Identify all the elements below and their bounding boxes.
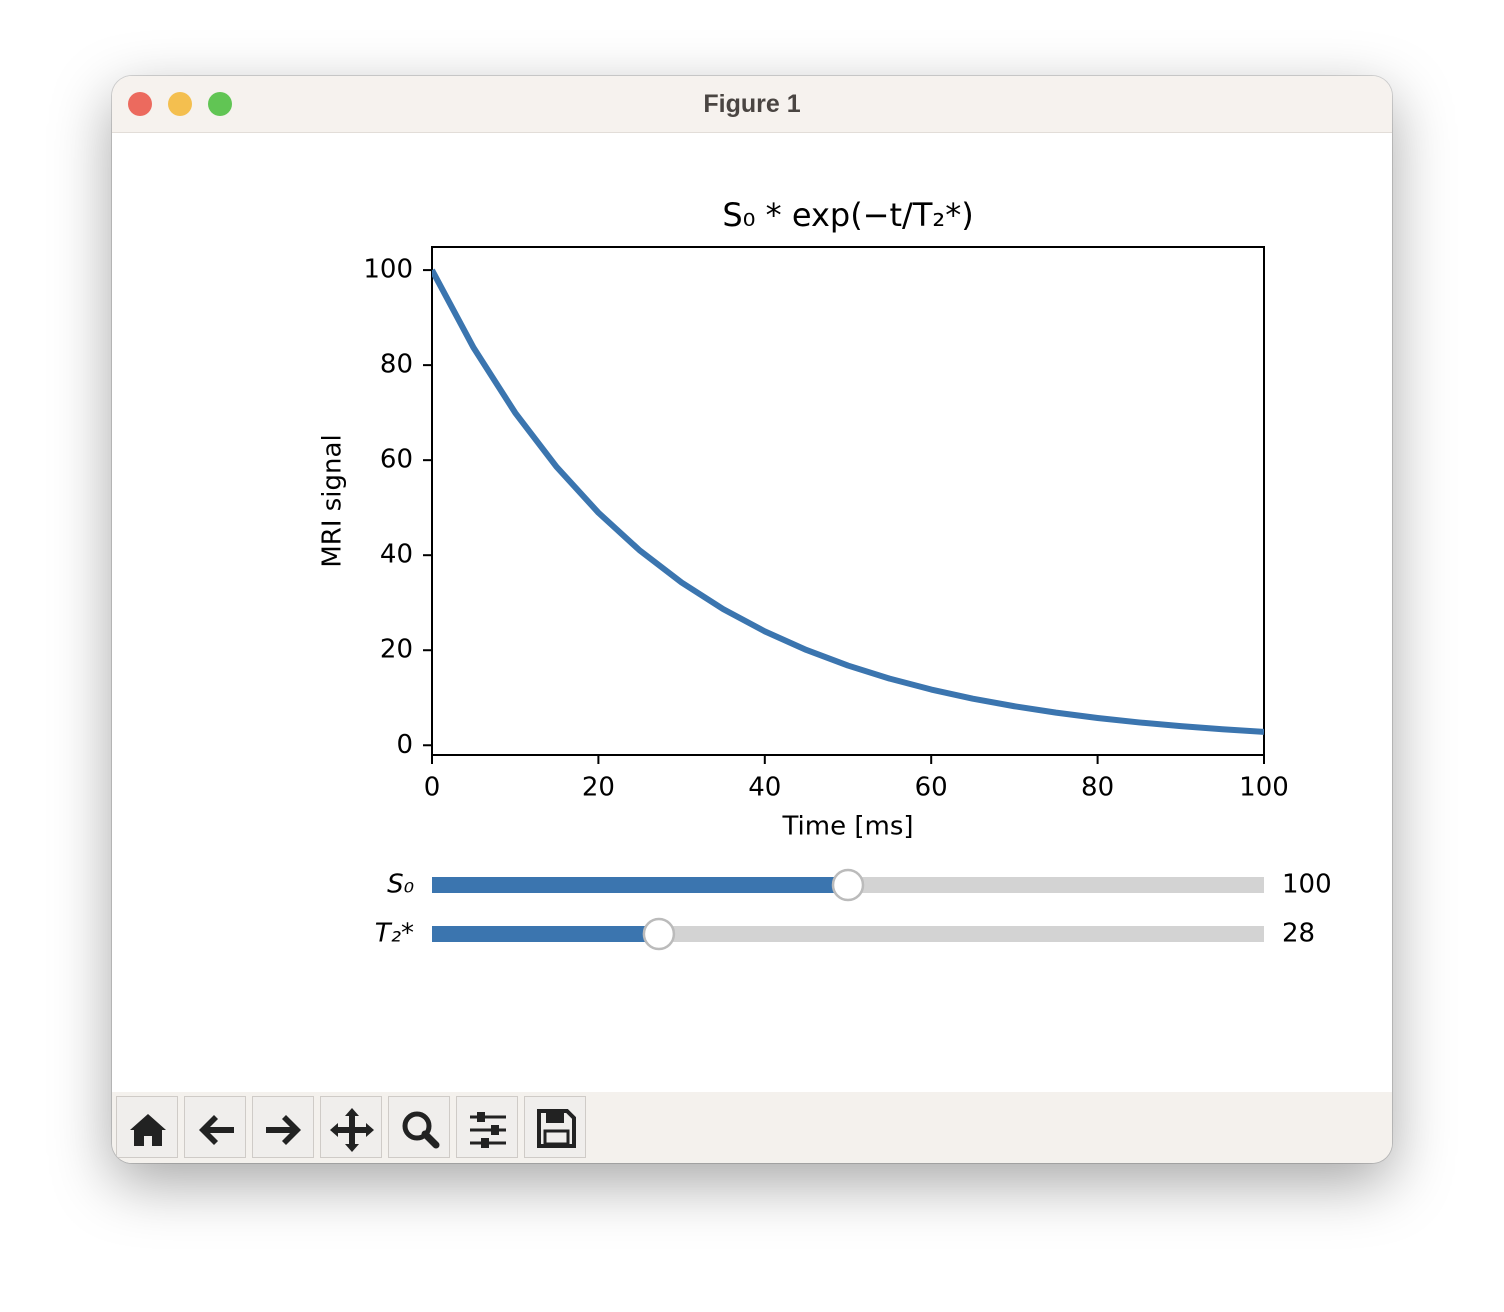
y-tick-label: 80 (380, 350, 413, 380)
y-tick-label: 100 (363, 255, 413, 285)
data-line (432, 268, 1264, 735)
plot-frame (431, 246, 1265, 756)
configure-button[interactable] (456, 1096, 518, 1158)
x-tick-label: 40 (748, 773, 781, 803)
y-tick-label: 0 (396, 730, 413, 760)
slider-fill (432, 877, 848, 893)
slider-handle[interactable] (831, 868, 865, 902)
slider-fill (432, 926, 659, 942)
zoom-tool-button[interactable] (388, 1096, 450, 1158)
minimize-button[interactable] (168, 92, 192, 116)
chart-title: S₀ * exp(−t/T₂*) (722, 196, 973, 234)
slider-label: S₀ (387, 870, 415, 900)
x-tick-label: 20 (582, 773, 615, 803)
save-button[interactable] (524, 1096, 586, 1158)
home-button[interactable] (116, 1096, 178, 1158)
y-tick-label: 40 (380, 540, 413, 570)
window-title: Figure 1 (703, 90, 801, 118)
y-tick-label: 60 (380, 445, 413, 475)
x-axis-label: Time [ms] (781, 812, 913, 842)
forward-button[interactable] (252, 1096, 314, 1158)
x-tick-label: 0 (424, 773, 441, 803)
slider-label: T₂* (375, 919, 414, 949)
slider-value: 28 (1282, 919, 1315, 949)
back-button[interactable] (184, 1096, 246, 1158)
pan-button[interactable] (320, 1096, 382, 1158)
window: Figure 1 (112, 76, 1392, 1163)
y-tick-label: 20 (380, 635, 413, 665)
slider-handle[interactable] (642, 917, 676, 951)
y-axis-label: MRI signal (318, 434, 348, 567)
x-tick-label: 80 (1081, 773, 1114, 803)
close-button[interactable] (128, 92, 152, 116)
x-tick-label: 100 (1239, 773, 1289, 803)
x-tick-label: 60 (915, 773, 948, 803)
zoom-button[interactable] (208, 92, 232, 116)
title-bar: Figure 1 (112, 76, 1392, 133)
toolbar (112, 1092, 1392, 1163)
slider-value: 100 (1282, 870, 1332, 900)
